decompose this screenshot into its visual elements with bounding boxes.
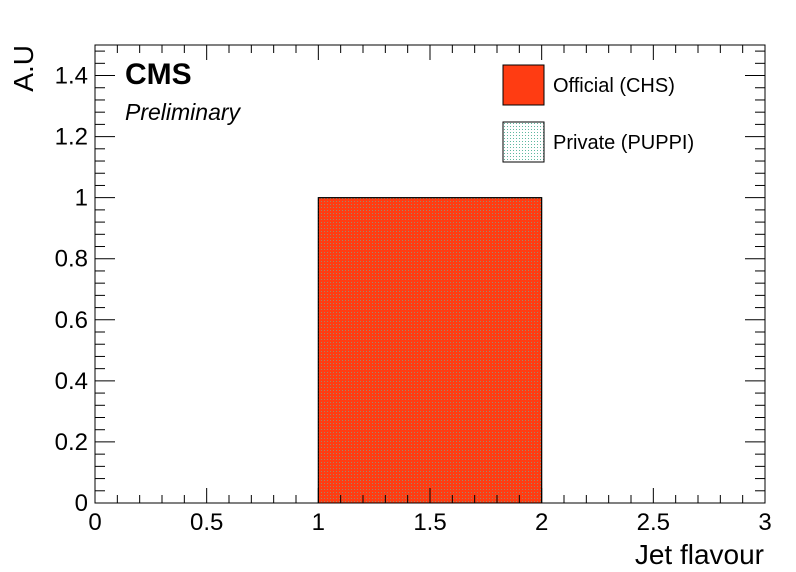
x-tick-label: 1 [312, 509, 325, 536]
bars-layer [317, 197, 543, 504]
ticks-layer [94, 45, 766, 504]
x-axis-title: Jet flavour [635, 539, 764, 570]
bar-private-puppi-bin-1 [317, 197, 543, 504]
y-tick-label: 0 [75, 490, 88, 517]
y-tick-label: 1 [75, 185, 88, 212]
y-tick-label: 0.4 [55, 368, 88, 395]
x-tick-label: 0.5 [190, 509, 223, 536]
legend-swatch-private-hatch [502, 121, 545, 163]
legend-label-private: Private (PUPPI) [553, 132, 694, 154]
legend: Official (CHS) Private (PUPPI) [502, 64, 694, 163]
legend-label-official: Official (CHS) [553, 75, 675, 97]
y-tick-label: 0.6 [55, 307, 88, 334]
y-tick-label: 1.2 [55, 124, 88, 151]
x-tick-label: 3 [758, 509, 771, 536]
y-tick-label: 0.8 [55, 246, 88, 273]
x-tick-label: 2.5 [637, 509, 670, 536]
legend-swatch-official [502, 64, 545, 106]
y-tick-labels: 0 0.2 0.4 0.6 0.8 1 1.2 1.4 [55, 63, 88, 517]
preliminary-label: Preliminary [125, 99, 242, 125]
y-tick-label: 1.4 [55, 63, 88, 90]
y-axis-title: A.U [8, 45, 39, 92]
x-tick-label: 2 [535, 509, 548, 536]
x-tick-label: 0 [88, 509, 101, 536]
x-tick-label: 1.5 [413, 509, 446, 536]
x-tick-labels: 0 0.5 1 1.5 2 2.5 3 [88, 509, 771, 536]
cms-label: CMS [125, 58, 192, 91]
y-tick-label: 0.2 [55, 429, 88, 456]
